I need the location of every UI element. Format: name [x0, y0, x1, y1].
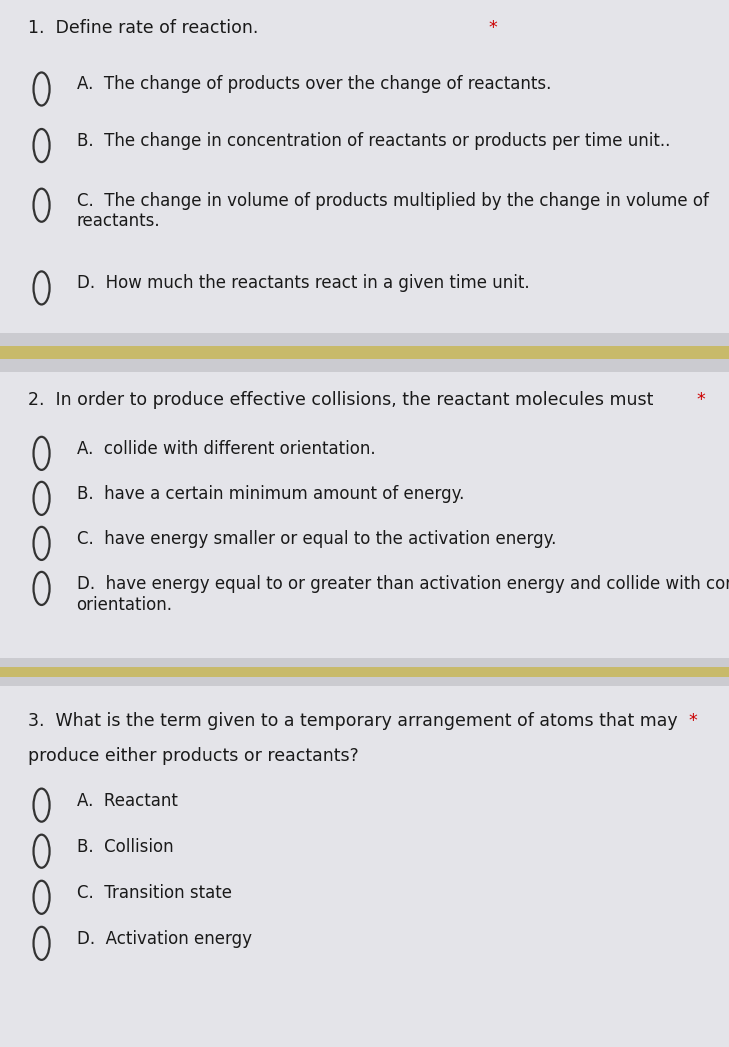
Text: D.  have energy equal to or greater than activation energy and collide with corr: D. have energy equal to or greater than … — [77, 575, 729, 614]
Text: produce either products or reactants?: produce either products or reactants? — [28, 747, 359, 764]
Bar — [0, 686, 729, 1047]
Bar — [0, 667, 729, 676]
Bar — [0, 372, 729, 658]
Text: B.  The change in concentration of reactants or products per time unit..: B. The change in concentration of reacta… — [77, 132, 670, 150]
Bar — [0, 658, 729, 686]
Text: C.  Transition state: C. Transition state — [77, 884, 232, 901]
Text: C.  have energy smaller or equal to the activation energy.: C. have energy smaller or equal to the a… — [77, 530, 556, 548]
Bar — [0, 333, 729, 372]
Text: A.  The change of products over the change of reactants.: A. The change of products over the chang… — [77, 75, 551, 93]
Bar — [0, 0, 729, 333]
Text: *: * — [696, 391, 705, 408]
Text: *: * — [689, 712, 698, 730]
Text: B.  have a certain minimum amount of energy.: B. have a certain minimum amount of ener… — [77, 485, 464, 503]
Text: 2.  In order to produce effective collisions, the reactant molecules must: 2. In order to produce effective collisi… — [28, 391, 653, 408]
Text: D.  Activation energy: D. Activation energy — [77, 930, 252, 948]
Text: D.  How much the reactants react in a given time unit.: D. How much the reactants react in a giv… — [77, 274, 529, 292]
Text: *: * — [488, 19, 497, 37]
Text: C.  The change in volume of products multiplied by the change in volume of
react: C. The change in volume of products mult… — [77, 192, 709, 230]
Bar — [0, 346, 729, 359]
Text: B.  Collision: B. Collision — [77, 838, 174, 855]
Text: 3.  What is the term given to a temporary arrangement of atoms that may: 3. What is the term given to a temporary… — [28, 712, 677, 730]
Text: A.  Reactant: A. Reactant — [77, 792, 177, 809]
Text: 1.  Define rate of reaction.: 1. Define rate of reaction. — [28, 19, 258, 37]
Text: A.  collide with different orientation.: A. collide with different orientation. — [77, 440, 375, 458]
